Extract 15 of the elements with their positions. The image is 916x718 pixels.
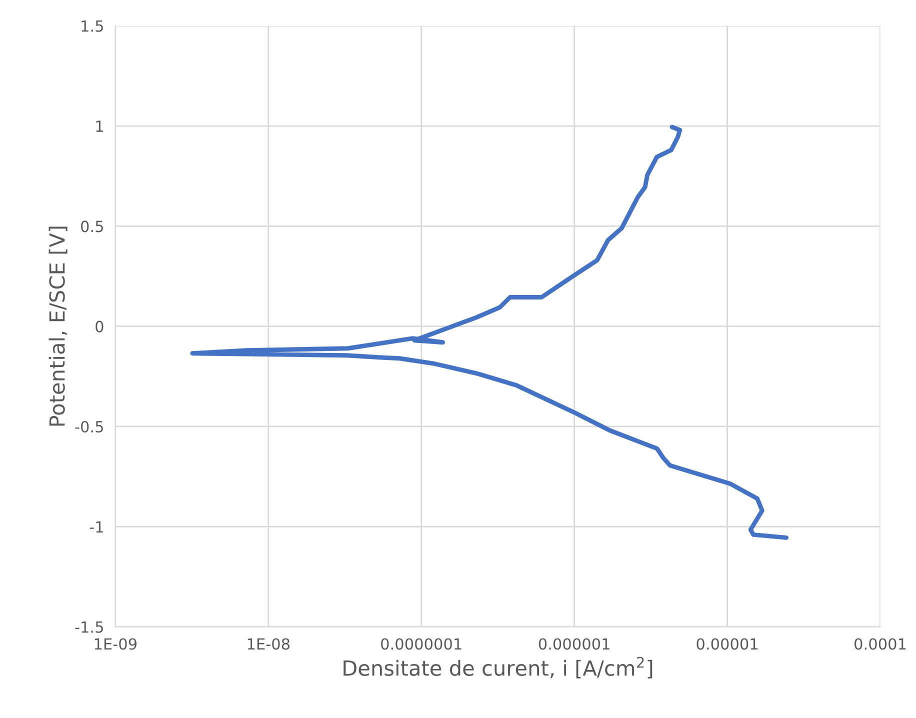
y-tick-label: 1 (96, 120, 103, 132)
x-tick-label: 0.000001 (538, 638, 610, 650)
y-tick-label: 0.5 (81, 220, 103, 232)
x-tick-label: 0.00001 (696, 638, 758, 650)
y-axis-title: Potential, E/SCE [V] (48, 226, 68, 426)
x-axis-title: Densitate de curent, i [A/cm$^{2}$] (344, 656, 652, 678)
x-tick-label: 1E-09 (94, 638, 137, 650)
y-tick-label: -1.5 (75, 621, 103, 633)
y-tick-label: 0 (96, 320, 104, 332)
x-tick-label: 0.0000001 (381, 638, 462, 650)
y-tick-label: -0.5 (75, 420, 103, 433)
x-tick-label: 1E-08 (248, 638, 290, 650)
x-tick-label: 0.0001 (854, 638, 906, 650)
y-tick-label: 1.5 (82, 20, 103, 32)
y-tick-label: -1 (90, 521, 103, 532)
